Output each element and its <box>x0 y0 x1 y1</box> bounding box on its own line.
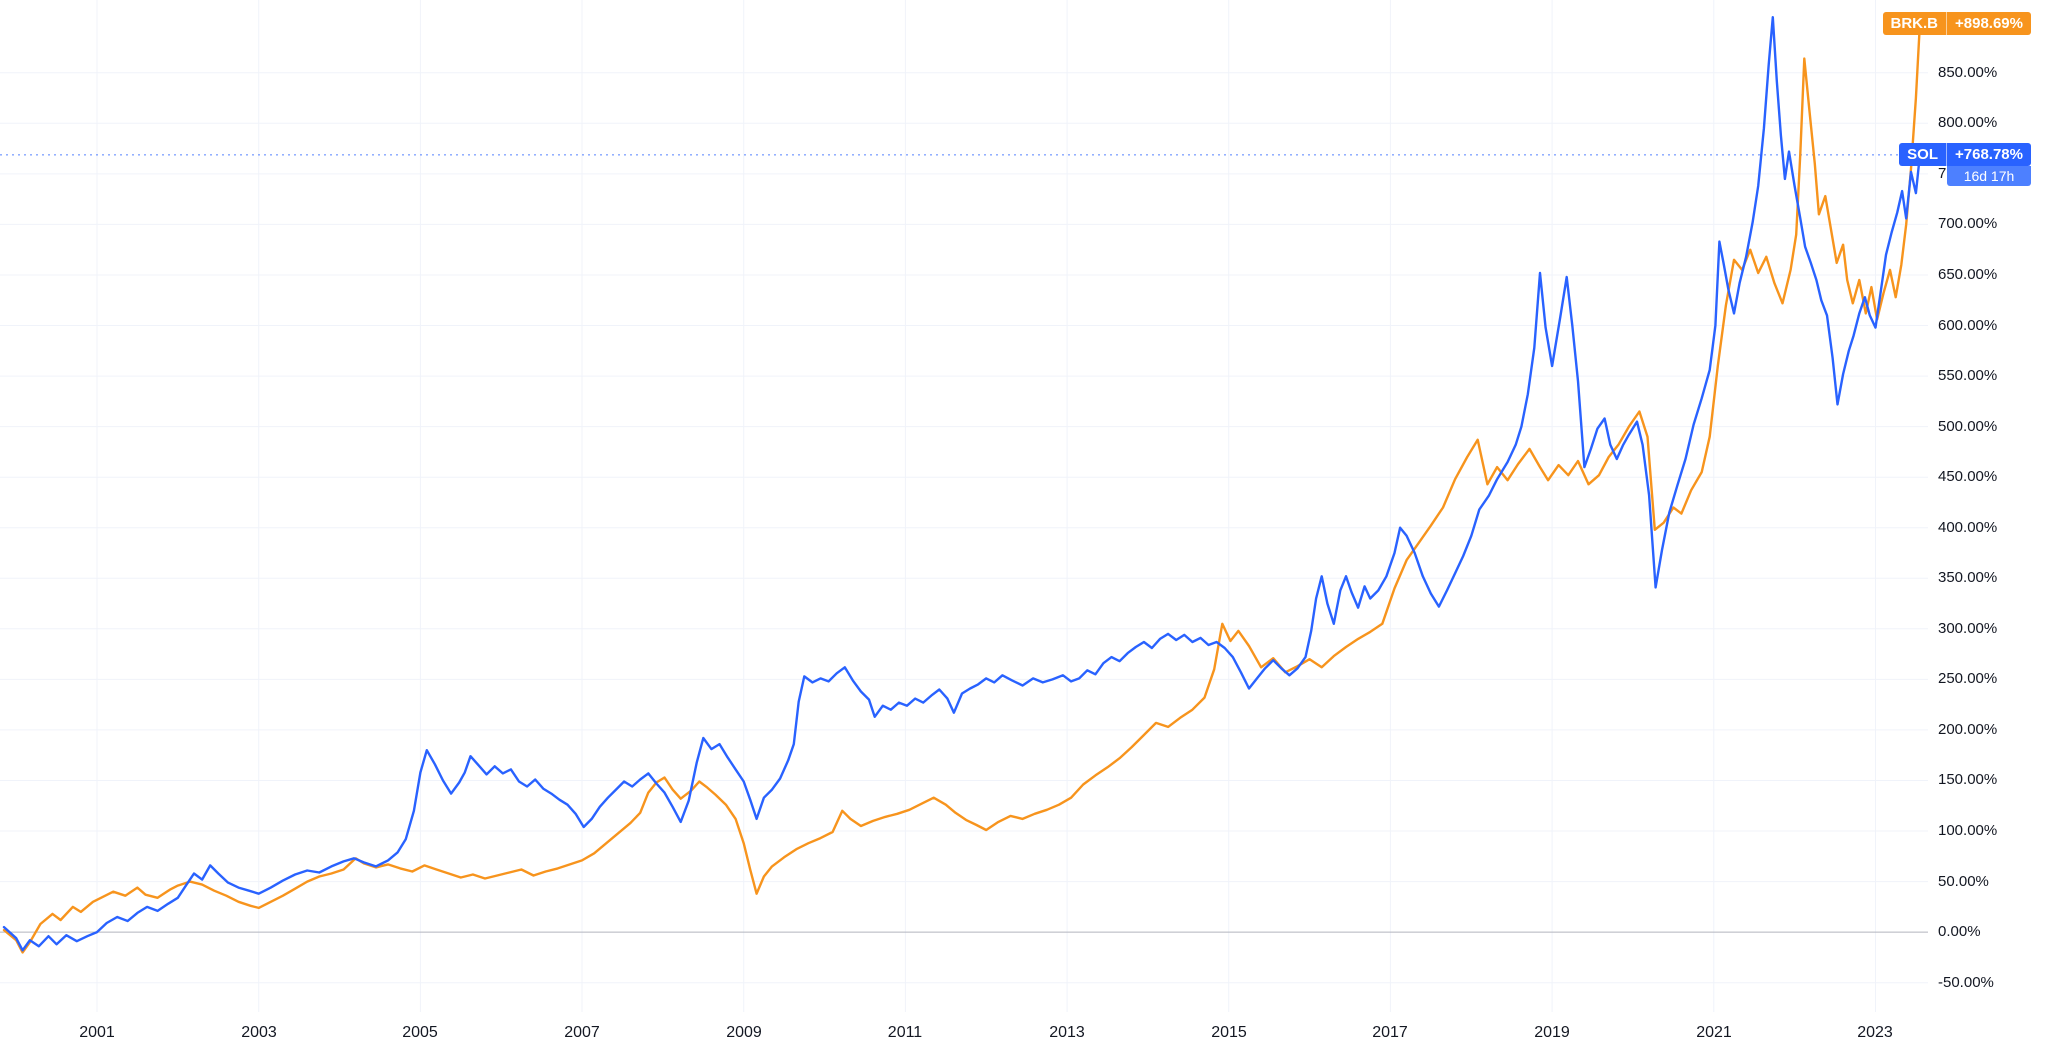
price-axis-label: -50.00% <box>1938 974 1994 991</box>
time-axis-label: 2005 <box>402 1024 438 1041</box>
time-axis-label: 2015 <box>1211 1024 1247 1041</box>
sol-price-badge[interactable]: SOL +768.78% 16d 17h <box>1899 143 2031 186</box>
sol-change-value: +768.78% <box>1947 143 2031 166</box>
time-axis-label: 2019 <box>1534 1024 1570 1041</box>
time-axis-label: 2011 <box>887 1024 923 1041</box>
brkb-price-badge[interactable]: BRK.B +898.69% <box>1882 12 2031 35</box>
price-axis-label: 600.00% <box>1938 317 1998 334</box>
price-axis-label: 650.00% <box>1938 266 1998 283</box>
time-axis-label: 2023 <box>1857 1024 1893 1041</box>
price-axis-label: 450.00% <box>1938 468 1998 485</box>
price-axis-label: 300.00% <box>1938 620 1998 637</box>
plot-area[interactable] <box>0 0 1928 1012</box>
price-axis-label: 100.00% <box>1938 822 1998 839</box>
price-axis-label: 800.00% <box>1938 114 1998 131</box>
time-axis-label: 2017 <box>1372 1024 1408 1041</box>
price-axis-label: 0.00% <box>1938 923 1981 940</box>
price-axis-label: 700.00% <box>1938 215 1998 232</box>
sol-price-row: SOL +768.78% <box>1899 143 2031 166</box>
time-axis-label: 2021 <box>1696 1024 1732 1041</box>
sol-countdown-timer: 16d 17h <box>1947 166 2031 186</box>
price-axis-label: 550.00% <box>1938 367 1998 384</box>
series-line-brkb[interactable] <box>2 22 1922 954</box>
time-axis-label: 2003 <box>241 1024 277 1041</box>
brkb-ticker-label: BRK.B <box>1882 12 1948 35</box>
time-axis-label: 2013 <box>1049 1024 1085 1041</box>
time-axis-label: 2009 <box>726 1024 762 1041</box>
brkb-change-value: +898.69% <box>1947 12 2031 35</box>
sol-ticker-label: SOL <box>1899 143 1948 166</box>
price-axis-label: 850.00% <box>1938 64 1998 81</box>
price-axis-label: 50.00% <box>1938 873 1989 890</box>
time-axis-label: 2001 <box>79 1024 115 1041</box>
time-axis-label: 2007 <box>564 1024 600 1041</box>
price-axis-label: 400.00% <box>1938 519 1998 536</box>
price-axis-label: 150.00% <box>1938 771 1998 788</box>
series-line-sol[interactable] <box>2 16 1922 952</box>
price-axis-label: 200.00% <box>1938 721 1998 738</box>
price-axis-label: 250.00% <box>1938 670 1998 687</box>
price-axis-label: 500.00% <box>1938 418 1998 435</box>
time-axis[interactable]: 2001 2003 2005 2007 2009 2011 2013 2015 2017 2019… <box>0 1012 2046 1055</box>
price-axis-label: 350.00% <box>1938 569 1998 586</box>
